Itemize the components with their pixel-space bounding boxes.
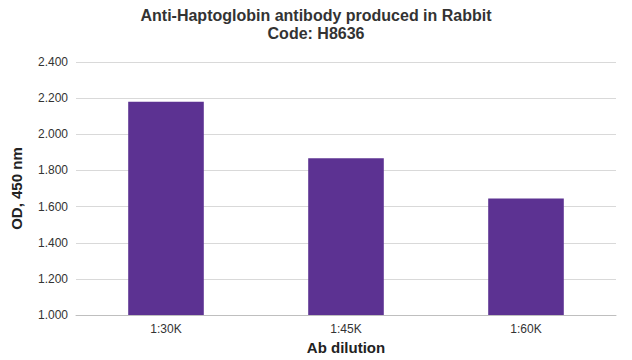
svg-text:2.200: 2.200 [38, 91, 68, 105]
svg-text:1:30K: 1:30K [150, 322, 181, 336]
svg-text:OD, 450 nm: OD, 450 nm [8, 147, 25, 230]
svg-text:1.400: 1.400 [38, 236, 68, 250]
svg-text:1.200: 1.200 [38, 272, 68, 286]
svg-text:1:45K: 1:45K [330, 322, 361, 336]
svg-text:2.000: 2.000 [38, 127, 68, 141]
svg-text:1:60K: 1:60K [510, 322, 541, 336]
svg-text:1.600: 1.600 [38, 200, 68, 214]
svg-text:2.400: 2.400 [38, 55, 68, 69]
svg-text:Anti-Haptoglobin antibody prod: Anti-Haptoglobin antibody produced in Ra… [140, 7, 492, 24]
svg-text:Ab dilution: Ab dilution [307, 339, 385, 356]
svg-text:1.800: 1.800 [38, 163, 68, 177]
svg-text:1.000: 1.000 [38, 308, 68, 322]
svg-text:Code: H8636: Code: H8636 [268, 25, 365, 42]
